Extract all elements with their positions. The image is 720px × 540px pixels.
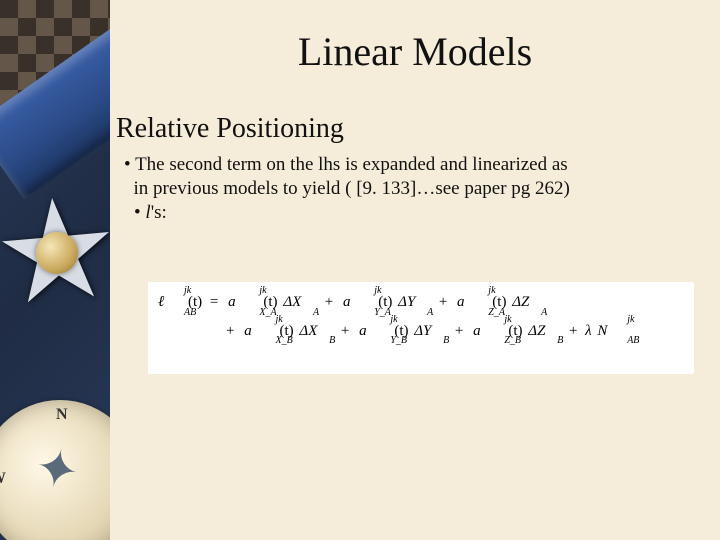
eq-dx-b: ΔX B bbox=[299, 317, 331, 346]
bullet-list: The second term on the lhs is expanded a… bbox=[124, 153, 710, 224]
content-area: Linear Models Relative Positioning The s… bbox=[110, 0, 720, 540]
eq-dz-b: ΔZ B bbox=[528, 317, 559, 346]
medal-center-icon bbox=[36, 232, 78, 274]
eq-a2: a jk Y_A bbox=[343, 288, 376, 317]
bullet-1: The second term on the lhs is expanded a… bbox=[124, 153, 710, 201]
compass-w-label: W bbox=[0, 470, 6, 488]
eq-n: N jk AB bbox=[597, 317, 629, 346]
equation-row-1: ℓ jk AB (t) = a jk X_A (t) ΔX A + a jk bbox=[156, 288, 686, 317]
decorative-left-strip: N W bbox=[0, 0, 110, 540]
eq-dy-a: ΔY A bbox=[398, 288, 429, 317]
medal-star-icon bbox=[4, 180, 110, 310]
compass-icon: N W bbox=[0, 400, 110, 540]
eq-a3: a jk Z_A bbox=[457, 288, 490, 317]
slide-title: Linear Models bbox=[110, 28, 720, 75]
eq-a6: a jk Z_B bbox=[473, 317, 506, 346]
equation-row-2: + a jk X_B (t) ΔX B + a jk Y_B (t) ΔY B bbox=[222, 317, 686, 346]
eq-lhs: ℓ jk AB bbox=[158, 288, 186, 317]
eq-lambda: λ bbox=[585, 323, 592, 339]
bullet-1-line1: The second term on the lhs is expanded a… bbox=[135, 154, 568, 175]
bullet-2: l's: bbox=[134, 201, 710, 225]
eq-dz-a: ΔZ A bbox=[512, 288, 543, 317]
eq-equals: = bbox=[210, 294, 218, 310]
eq-dy-b: ΔY B bbox=[414, 317, 445, 346]
equation-box: ℓ jk AB (t) = a jk X_A (t) ΔX A + a jk bbox=[148, 282, 694, 374]
slide: N W Linear Models Relative Positioning T… bbox=[0, 0, 720, 540]
compass-n-label: N bbox=[56, 406, 68, 424]
eq-a1: a jk X_A bbox=[228, 288, 261, 317]
bullet-1-line2: in previous models to yield ( [9. 133]…s… bbox=[134, 178, 570, 199]
eq-a4: a jk X_B bbox=[244, 317, 277, 346]
eq-a5: a jk Y_B bbox=[359, 317, 392, 346]
eq-dx-a: ΔX A bbox=[283, 288, 315, 317]
slide-subtitle: Relative Positioning bbox=[116, 113, 720, 145]
bullet-2-text: 's: bbox=[151, 202, 167, 223]
